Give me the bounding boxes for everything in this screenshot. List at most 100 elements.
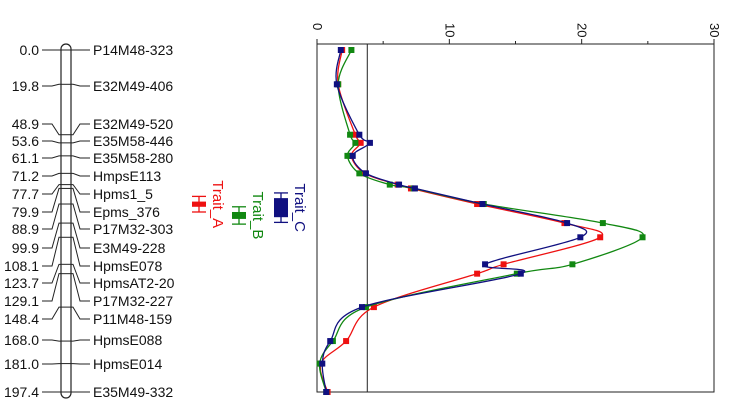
position-label: 197.4	[4, 384, 39, 400]
trait-label: Trait_A	[209, 180, 226, 228]
marker-connector-right	[71, 306, 90, 320]
data-point	[323, 389, 330, 395]
marker-label: E35M58-280	[93, 150, 173, 166]
marker-connector-left	[42, 273, 61, 302]
trait-intervals: Trait_A Trait_B Trait_C	[192, 180, 308, 239]
trait-interval-box	[274, 198, 288, 218]
position-label: 61.1	[12, 150, 39, 166]
position-label: 168.0	[4, 332, 39, 348]
marker-connector-right	[71, 155, 90, 159]
position-label: 53.6	[12, 133, 39, 149]
trait-interval-box	[232, 211, 246, 219]
lod-profile-plot: 0 10 20 30	[310, 23, 722, 395]
marker-connector-left	[42, 155, 61, 159]
marker-connector-right	[71, 236, 90, 267]
marker-label: P11M48-159	[93, 311, 172, 327]
marker-connector-left	[42, 187, 61, 213]
data-point	[356, 170, 363, 177]
data-point	[482, 261, 489, 268]
marker-connector-left	[42, 236, 61, 267]
marker-connector-right	[71, 222, 90, 249]
series-line	[321, 49, 588, 393]
marker-label: P17M32-303	[93, 221, 173, 237]
marker-connector-left	[42, 140, 61, 144]
data-point	[474, 270, 481, 277]
data-point	[348, 47, 355, 53]
marker-label: E32M49-406	[93, 78, 173, 94]
tick-label: 20	[575, 23, 590, 37]
data-point	[333, 81, 340, 88]
trait-interval-trait-a: Trait_A	[192, 180, 226, 228]
position-label: 123.7	[4, 275, 39, 291]
data-point	[564, 220, 571, 227]
position-label: 129.1	[4, 293, 39, 309]
data-point	[362, 170, 369, 177]
marker-connector-left	[42, 263, 61, 284]
trait-interval-trait-c: Trait_C	[274, 183, 308, 232]
position-label: 79.9	[12, 204, 39, 220]
marker-connector-right	[71, 263, 90, 284]
data-point	[362, 304, 369, 311]
data-point	[513, 270, 520, 277]
tick-label: 30	[707, 23, 722, 37]
position-label: 77.7	[12, 186, 39, 202]
data-point	[319, 360, 326, 367]
data-point	[500, 261, 507, 268]
marker-connector-right	[71, 187, 90, 213]
trait-label: Trait_B	[249, 192, 266, 240]
position-label: 181.0	[4, 356, 39, 372]
position-label: 88.9	[12, 221, 39, 237]
data-point	[569, 261, 576, 268]
data-point	[517, 270, 524, 277]
position-label: 48.9	[12, 116, 39, 132]
data-point	[411, 185, 418, 192]
data-point	[347, 131, 354, 138]
trait-interval-trait-b: Trait_B	[232, 192, 266, 240]
series-trait-b	[316, 47, 646, 395]
data-point	[370, 304, 377, 311]
data-point	[597, 234, 604, 241]
marker-connector-left	[42, 306, 61, 320]
marker-label: HpmsE078	[93, 258, 162, 274]
plot-frame	[316, 43, 715, 393]
data-point	[639, 234, 646, 241]
data-point	[358, 304, 365, 311]
marker-connector-right	[71, 140, 90, 144]
marker-connector-left	[42, 339, 61, 342]
data-point	[337, 47, 344, 53]
data-point	[356, 131, 363, 138]
series-trait-c	[319, 47, 588, 395]
series-line	[318, 49, 645, 393]
marker-label: HpmsAT2-20	[93, 275, 175, 291]
data-point	[396, 181, 403, 188]
data-point	[479, 201, 486, 208]
trait-label: Trait_C	[291, 183, 308, 232]
position-label: 0.0	[20, 42, 40, 58]
data-point	[349, 152, 356, 159]
data-point	[474, 201, 481, 208]
linkage-map: 0.0 P14M48-323 19.8 E32M49-406 48.9 E32M49-52…	[4, 42, 175, 400]
data-point	[327, 338, 334, 345]
marker-connector-right	[71, 83, 90, 87]
marker-label: HpmsE088	[93, 332, 162, 348]
tick-label: 10	[442, 23, 457, 37]
marker-label: E3M49-228	[93, 240, 166, 256]
data-point	[599, 220, 606, 227]
marker-connector-right	[71, 339, 90, 342]
data-point	[343, 338, 350, 345]
marker-label: E35M58-446	[93, 133, 173, 149]
data-point	[386, 181, 393, 188]
marker-connector-right	[71, 203, 90, 230]
marker-connector-left	[42, 172, 61, 177]
marker-label: Epms_376	[93, 204, 160, 220]
marker-label: HpmsE014	[93, 356, 162, 372]
tick-label: 0	[310, 23, 325, 30]
data-point	[352, 131, 359, 138]
marker-connector-left	[42, 222, 61, 249]
marker-connector-left	[42, 184, 61, 195]
marker-label: P17M32-227	[93, 293, 173, 309]
marker-label: E35M49-332	[93, 384, 173, 400]
marker-connector-left	[42, 83, 61, 87]
marker-label: E32M49-520	[93, 116, 173, 132]
